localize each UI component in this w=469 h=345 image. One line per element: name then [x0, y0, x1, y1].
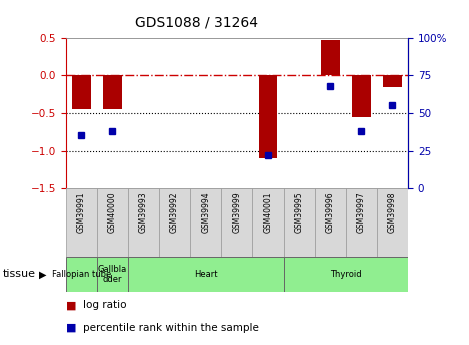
Text: ▶: ▶ [39, 269, 46, 279]
Bar [377, 188, 408, 257]
Text: GDS1088 / 31264: GDS1088 / 31264 [136, 16, 258, 30]
Text: ■: ■ [66, 323, 76, 333]
Bar [383, 76, 402, 87]
Bar [190, 188, 221, 257]
Bar [128, 188, 159, 257]
Bar [258, 76, 277, 158]
Bar [128, 257, 284, 292]
Bar [352, 76, 371, 117]
Text: GSM39997: GSM39997 [357, 191, 366, 233]
Bar [284, 188, 315, 257]
Text: percentile rank within the sample: percentile rank within the sample [83, 323, 259, 333]
Bar [221, 188, 252, 257]
Text: GSM39998: GSM39998 [388, 191, 397, 233]
Text: GSM40000: GSM40000 [108, 191, 117, 233]
Bar [97, 188, 128, 257]
Bar [97, 257, 128, 292]
Bar [284, 257, 408, 292]
Text: GSM39992: GSM39992 [170, 191, 179, 233]
Text: Thyroid: Thyroid [330, 270, 362, 279]
Text: log ratio: log ratio [83, 300, 127, 310]
Bar [66, 188, 97, 257]
Text: GSM39995: GSM39995 [295, 191, 303, 233]
Text: GSM39993: GSM39993 [139, 191, 148, 233]
Bar [252, 188, 284, 257]
Bar [315, 188, 346, 257]
Text: GSM39996: GSM39996 [325, 191, 335, 233]
Text: ■: ■ [66, 300, 76, 310]
Text: GSM40001: GSM40001 [264, 191, 272, 233]
Bar [321, 40, 340, 76]
Bar [346, 188, 377, 257]
Text: GSM39999: GSM39999 [232, 191, 242, 233]
Bar [103, 76, 121, 109]
Text: GSM39991: GSM39991 [77, 191, 86, 233]
Text: Fallopian tube: Fallopian tube [52, 270, 111, 279]
Bar [72, 76, 91, 109]
Text: Gallbla
dder: Gallbla dder [98, 265, 127, 284]
Bar [66, 257, 97, 292]
Bar [159, 188, 190, 257]
Text: tissue: tissue [2, 269, 35, 279]
Text: GSM39994: GSM39994 [201, 191, 210, 233]
Text: Heart: Heart [194, 270, 218, 279]
